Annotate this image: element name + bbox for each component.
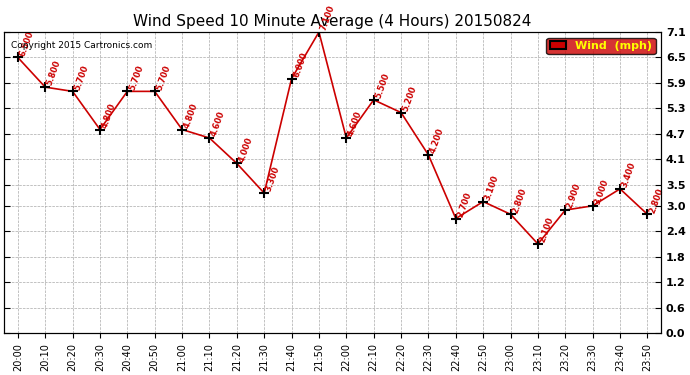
Text: 2.900: 2.900 <box>565 182 583 210</box>
Text: 3.000: 3.000 <box>593 178 610 206</box>
Text: 5.500: 5.500 <box>374 72 391 100</box>
Text: 7.100: 7.100 <box>319 4 337 32</box>
Legend: Wind  (mph): Wind (mph) <box>546 38 656 54</box>
Text: 5.200: 5.200 <box>401 85 419 112</box>
Text: 5.800: 5.800 <box>46 59 63 87</box>
Text: 2.800: 2.800 <box>647 186 665 214</box>
Text: 4.000: 4.000 <box>237 136 255 164</box>
Text: 4.800: 4.800 <box>182 102 199 129</box>
Text: 5.700: 5.700 <box>128 63 145 92</box>
Text: 6.500: 6.500 <box>18 30 35 57</box>
Text: 2.700: 2.700 <box>456 190 473 219</box>
Text: Copyright 2015 Cartronics.com: Copyright 2015 Cartronics.com <box>11 41 152 50</box>
Title: Wind Speed 10 Minute Average (4 Hours) 20150824: Wind Speed 10 Minute Average (4 Hours) 2… <box>133 15 532 30</box>
Text: 3.400: 3.400 <box>620 161 638 189</box>
Text: 4.600: 4.600 <box>210 110 227 138</box>
Text: 2.800: 2.800 <box>511 186 528 214</box>
Text: 4.600: 4.600 <box>346 110 364 138</box>
Text: 3.300: 3.300 <box>264 165 282 193</box>
Text: 6.000: 6.000 <box>292 51 309 79</box>
Text: 5.700: 5.700 <box>72 63 90 92</box>
Text: 5.700: 5.700 <box>155 63 172 92</box>
Text: 2.100: 2.100 <box>538 216 555 244</box>
Text: 4.200: 4.200 <box>428 127 446 155</box>
Text: 3.100: 3.100 <box>483 174 501 202</box>
Text: 4.800: 4.800 <box>100 102 117 129</box>
